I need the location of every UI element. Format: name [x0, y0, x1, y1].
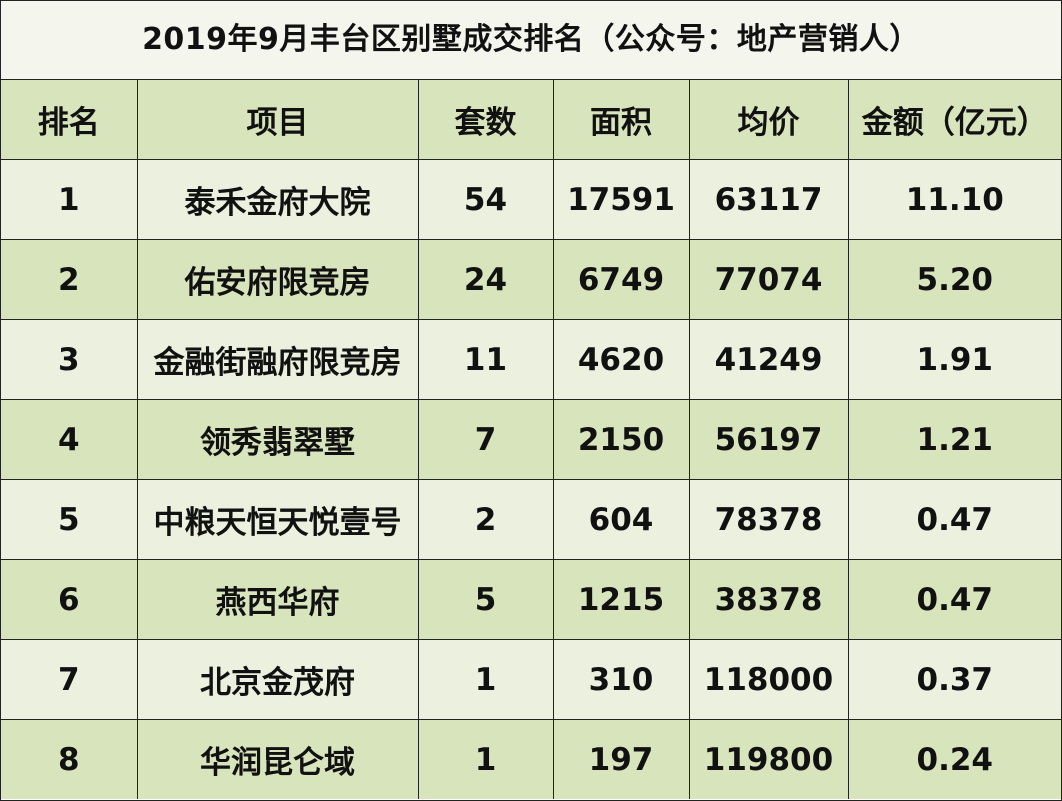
cell-units: 2	[417, 479, 554, 560]
cell-amount: 0.37	[847, 639, 1061, 720]
cell-units: 11	[417, 319, 554, 400]
cell-area: 6749	[552, 239, 690, 320]
cell-project: 佑安府限竞房	[136, 239, 419, 320]
cell-amount: 1.91	[847, 319, 1061, 400]
cell-rank: 8	[1, 719, 138, 799]
cell-project: 泰禾金府大院	[136, 159, 419, 240]
cell-rank: 6	[1, 559, 138, 640]
cell-units: 54	[417, 159, 554, 240]
header-project: 项目	[136, 80, 419, 160]
cell-amount: 11.10	[847, 159, 1061, 240]
cell-avg-price: 63117	[688, 159, 849, 240]
cell-area: 197	[552, 719, 690, 799]
header-area: 面积	[552, 80, 690, 160]
table-row: 2 佑安府限竞房 24 6749 77074 5.20	[1, 239, 1061, 320]
cell-rank: 2	[1, 239, 138, 320]
table-row: 5 中粮天恒天悦壹号 2 604 78378 0.47	[1, 479, 1061, 560]
cell-avg-price: 119800	[688, 719, 849, 799]
header-units: 套数	[417, 80, 554, 160]
cell-amount: 0.47	[847, 559, 1061, 640]
cell-units: 1	[417, 719, 554, 799]
table-row: 4 领秀翡翠墅 7 2150 56197 1.21	[1, 399, 1061, 480]
table-row: 1 泰禾金府大院 54 17591 63117 11.10	[1, 159, 1061, 240]
cell-avg-price: 78378	[688, 479, 849, 560]
cell-rank: 7	[1, 639, 138, 720]
cell-amount: 0.24	[847, 719, 1061, 799]
header-rank: 排名	[1, 80, 138, 160]
cell-avg-price: 118000	[688, 639, 849, 720]
cell-units: 1	[417, 639, 554, 720]
cell-project: 北京金茂府	[136, 639, 419, 720]
cell-avg-price: 56197	[688, 399, 849, 480]
cell-avg-price: 38378	[688, 559, 849, 640]
table-title: 2019年9月丰台区别墅成交排名（公众号：地产营销人）	[1, 1, 1061, 80]
cell-project: 中粮天恒天悦壹号	[136, 479, 419, 560]
cell-units: 24	[417, 239, 554, 320]
cell-units: 5	[417, 559, 554, 640]
cell-avg-price: 77074	[688, 239, 849, 320]
cell-rank: 5	[1, 479, 138, 560]
header-row: 排名 项目 套数 面积 均价 金额（亿元）	[1, 80, 1061, 160]
cell-rank: 1	[1, 159, 138, 240]
cell-rank: 4	[1, 399, 138, 480]
cell-project: 金融街融府限竞房	[136, 319, 419, 400]
cell-project: 燕西华府	[136, 559, 419, 640]
cell-amount: 0.47	[847, 479, 1061, 560]
cell-project: 华润昆仑域	[136, 719, 419, 799]
ranking-table: 排名 项目 套数 面积 均价 金额（亿元） 1 泰禾金府大院 54 17591 …	[1, 80, 1061, 799]
table-row: 8 华润昆仑域 1 197 119800 0.24	[1, 719, 1061, 799]
cell-area: 604	[552, 479, 690, 560]
cell-area: 17591	[552, 159, 690, 240]
header-amount: 金额（亿元）	[847, 80, 1061, 160]
table-row: 3 金融街融府限竞房 11 4620 41249 1.91	[1, 319, 1061, 400]
cell-area: 1215	[552, 559, 690, 640]
cell-amount: 1.21	[847, 399, 1061, 480]
cell-avg-price: 41249	[688, 319, 849, 400]
cell-rank: 3	[1, 319, 138, 400]
cell-project: 领秀翡翠墅	[136, 399, 419, 480]
cell-area: 310	[552, 639, 690, 720]
table-row: 6 燕西华府 5 1215 38378 0.47	[1, 559, 1061, 640]
cell-units: 7	[417, 399, 554, 480]
header-avg-price: 均价	[688, 80, 849, 160]
cell-amount: 5.20	[847, 239, 1061, 320]
cell-area: 2150	[552, 399, 690, 480]
table-row: 7 北京金茂府 1 310 118000 0.37	[1, 639, 1061, 720]
cell-area: 4620	[552, 319, 690, 400]
